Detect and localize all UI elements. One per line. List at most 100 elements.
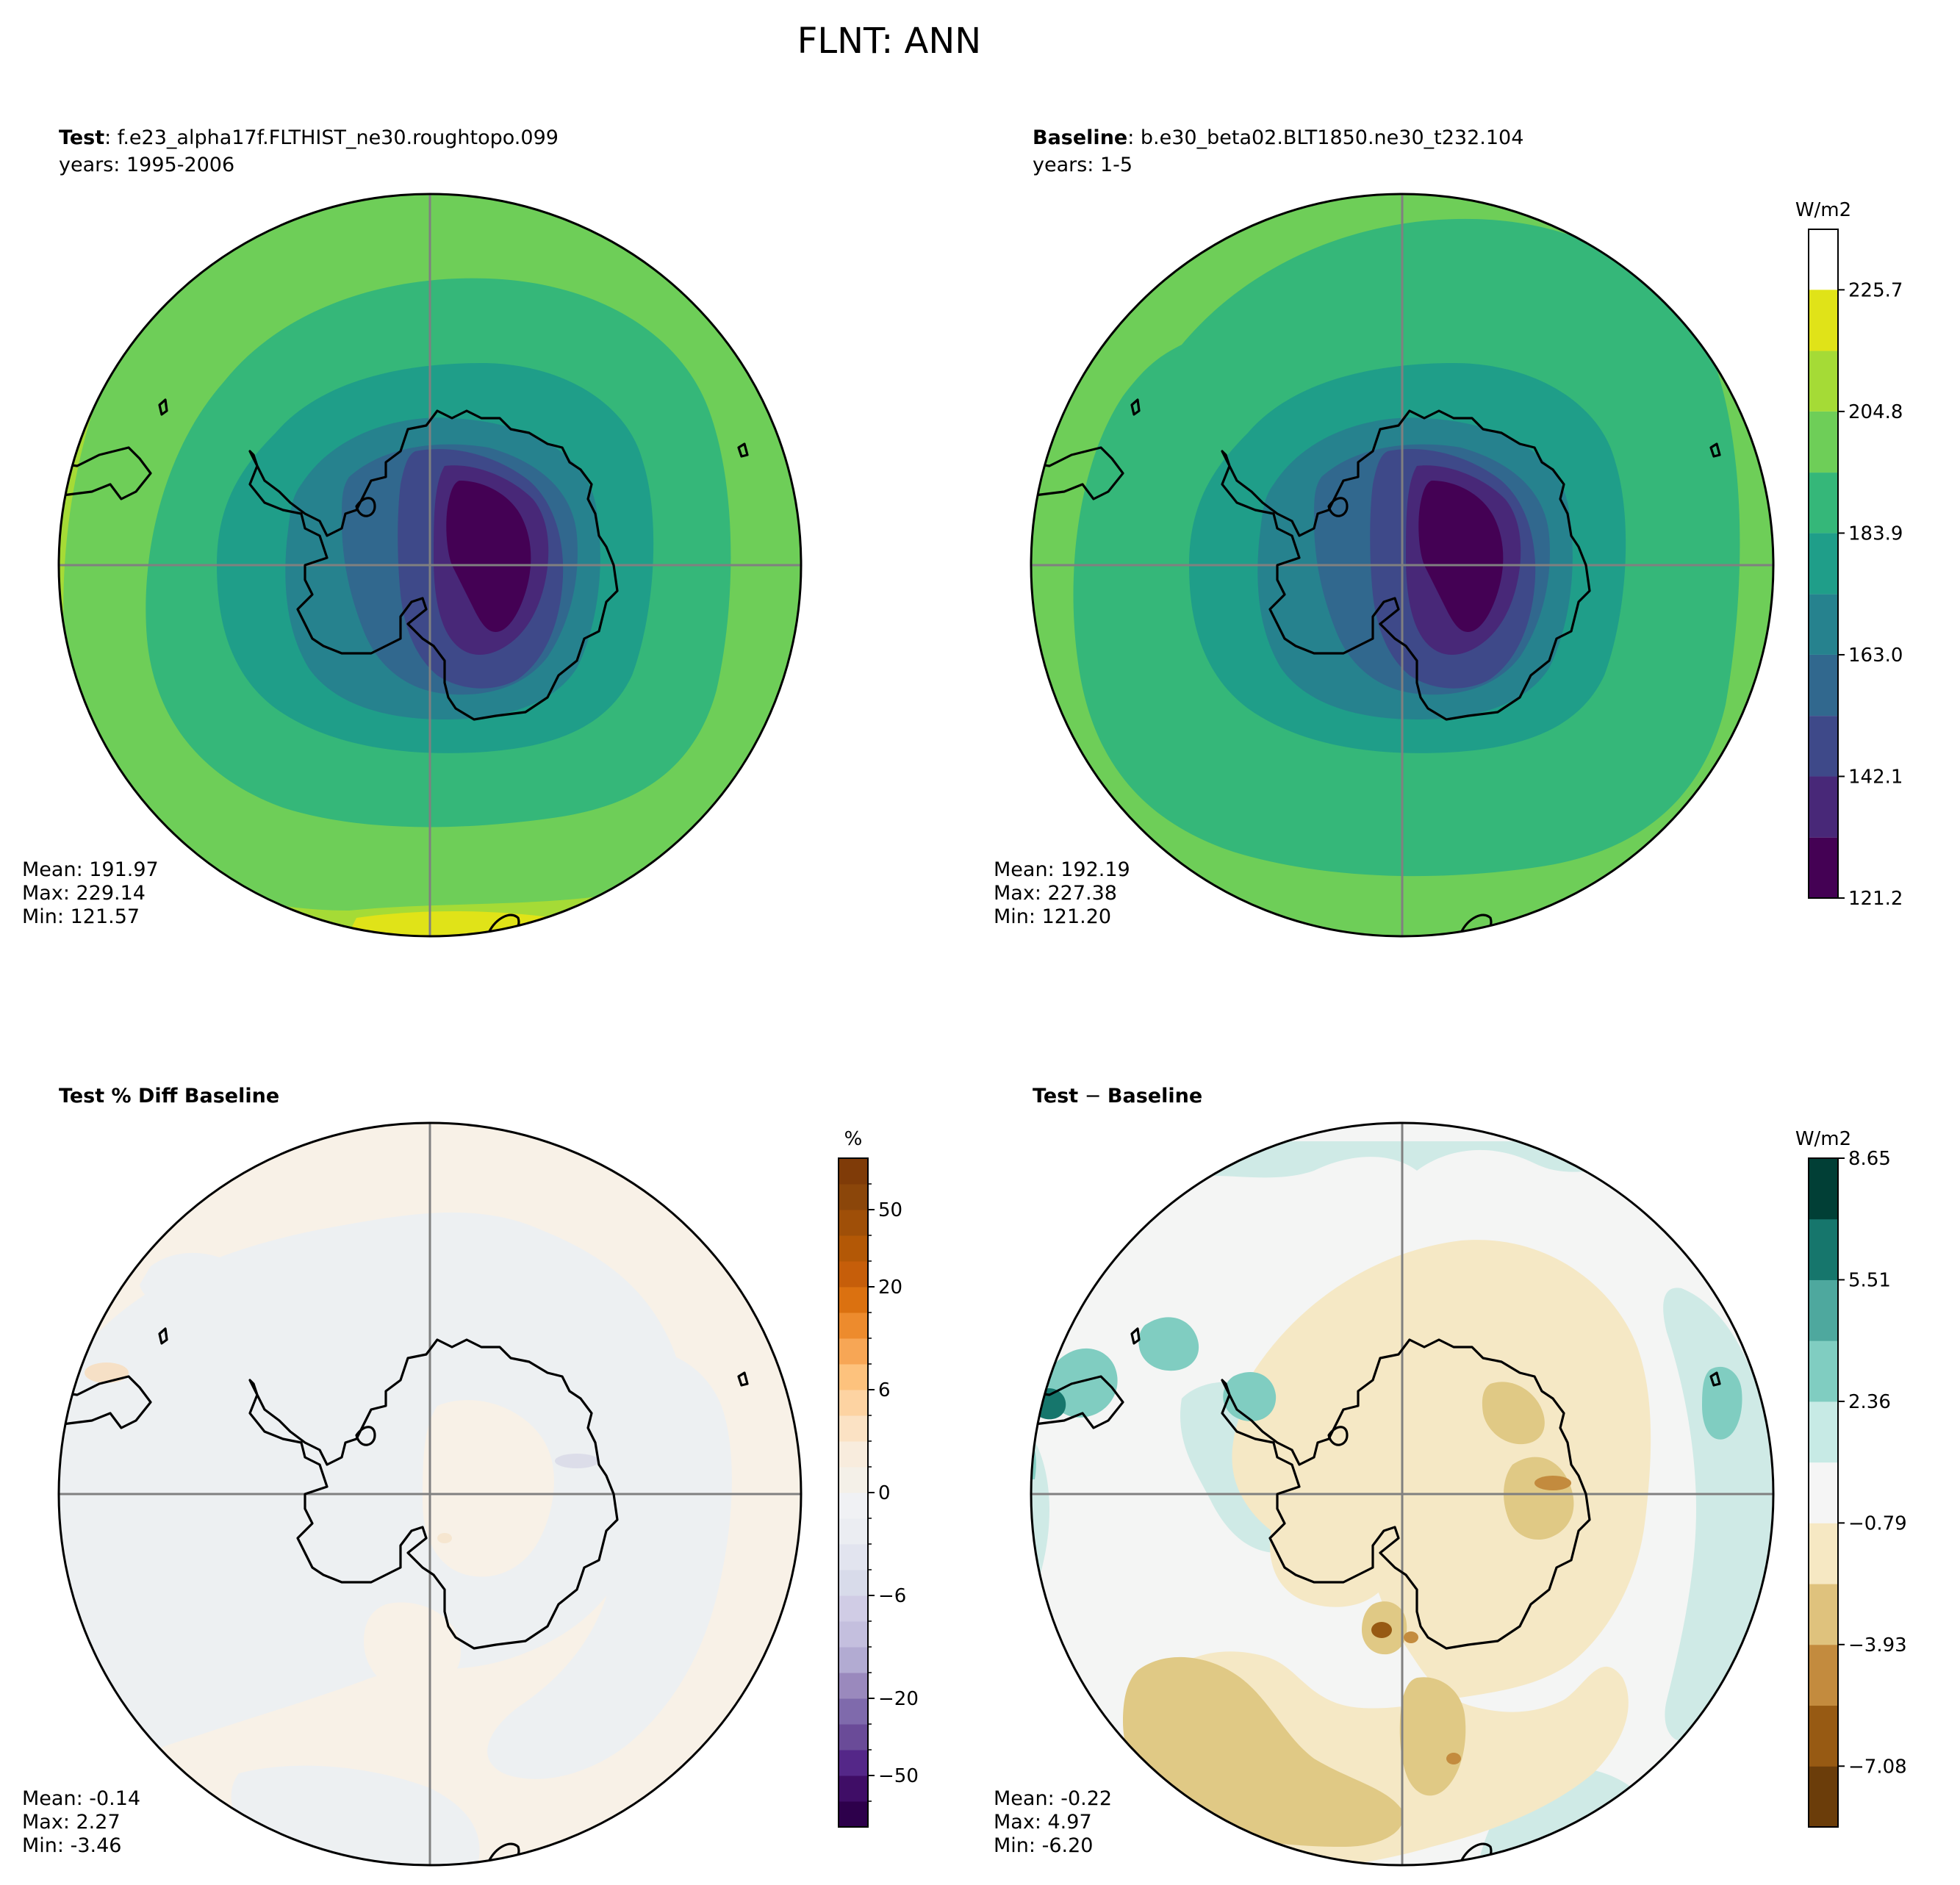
colorbar-tick-label: 2.36 — [1848, 1391, 1891, 1413]
colorbar-absolute: 121.2 142.1 163.0 183.9 204.8 225.7 W/m2 — [1795, 199, 1903, 910]
colorbar-band — [839, 1364, 868, 1390]
panel-baseline-years: years: 1-5 — [1033, 154, 1132, 176]
pdiff-region-negative — [140, 1252, 252, 1318]
panel-test-label-bold: Test — [59, 126, 104, 149]
colorbar-band — [1809, 290, 1838, 351]
stat-min: Min: -3.46 — [22, 1834, 121, 1857]
panel-test: Test: f.e23_alpha17f.FLTHIST_ne30.rought… — [22, 126, 803, 938]
map-percent-diff-boundary — [57, 1121, 803, 1867]
colorbar-band — [839, 1595, 868, 1622]
diff-region-negative — [1399, 1677, 1466, 1796]
panel-difference: Test − Baseline — [994, 1085, 1907, 1867]
colorbar-band — [839, 1415, 868, 1442]
panel-percent-diff-stats: Mean: -0.14 Max: 2.27 Min: -3.46 — [22, 1787, 147, 1857]
stat-max: Max: 227.38 — [994, 882, 1117, 905]
colorbar-tick-label: 8.65 — [1848, 1148, 1891, 1170]
colorbar-tick-label: 183.9 — [1848, 523, 1903, 545]
stat-max: Max: 4.97 — [994, 1811, 1092, 1834]
stat-mean: Mean: -0.14 — [22, 1787, 140, 1810]
colorbar-tick-label: 6 — [878, 1379, 891, 1401]
diff-spot — [1446, 1753, 1461, 1764]
panel-test-stats: Mean: 191.97 Max: 229.14 Min: 121.57 — [22, 858, 165, 928]
map-percent-diff-graticule — [59, 1123, 801, 1865]
map-baseline — [1031, 194, 1773, 936]
colorbar-tick-label: −3.93 — [1848, 1634, 1907, 1656]
panel-test-label-rest: : f.e23_alpha17f.FLTHIST_ne30.roughtopo.… — [104, 126, 559, 149]
colorbar-percent: −50 −20 −6 0 6 20 50% — [838, 1128, 919, 1828]
colorbar-frame — [1808, 229, 1839, 899]
figure-title: FLNT: ANN — [797, 21, 981, 62]
colorbar-band — [1809, 1705, 1838, 1767]
colorbar-tick-label: 0 — [878, 1482, 891, 1504]
stat-min: Min: 121.57 — [22, 905, 140, 928]
colorbar-band — [1809, 351, 1838, 412]
colorbar-band — [839, 1544, 868, 1570]
colorbar-band — [839, 1647, 868, 1673]
colorbar-band — [839, 1698, 868, 1725]
diff-region-strong-positive — [1702, 1366, 1742, 1440]
colorbar-band — [1809, 776, 1838, 838]
map-baseline-coastline — [1031, 398, 1721, 936]
contour-band-baseline — [1047, 235, 1096, 307]
colorbar-band — [1809, 1401, 1838, 1463]
colorbar-band — [839, 1184, 868, 1210]
panel-baseline-title: Baseline: b.e30_beta02.BLT1850.ne30_t232… — [1033, 126, 1523, 149]
contour-band-baseline — [1418, 481, 1504, 632]
panel-difference-label-op: − — [1078, 1085, 1108, 1107]
contour-band-test — [63, 225, 131, 319]
colorbar-band — [1809, 654, 1838, 717]
colorbar-tick-label: −7.08 — [1848, 1756, 1907, 1778]
panel-difference-stats: Mean: -0.22 Max: 4.97 Min: -6.20 — [994, 1787, 1119, 1857]
pdiff-spot — [437, 1533, 452, 1543]
colorbar-band — [1809, 473, 1838, 534]
colorbar-difference: −7.08 −3.93 −0.79 2.36 5.51 8.65W/m2 — [1795, 1128, 1907, 1828]
colorbar-tick-label: 204.8 — [1848, 401, 1903, 423]
colorbar-tick-label: 121.2 — [1848, 888, 1903, 910]
colorbar-band — [839, 1287, 868, 1313]
colorbar-band — [1809, 716, 1838, 777]
colorbar-band — [839, 1210, 868, 1236]
panel-baseline: Baseline: b.e30_beta02.BLT1850.ne30_t232… — [994, 126, 1903, 938]
map-baseline-graticule — [1031, 194, 1773, 936]
colorbar-tick-label: 163.0 — [1848, 645, 1903, 667]
colorbar-unit: W/m2 — [1795, 199, 1851, 221]
colorbar-tick-label: −0.79 — [1848, 1512, 1907, 1534]
colorbar-band — [1809, 1218, 1838, 1280]
stat-min: Min: -6.20 — [994, 1834, 1093, 1857]
stat-mean: Mean: 191.97 — [22, 858, 159, 881]
diff-spot — [1371, 1622, 1392, 1638]
panel-baseline-stats: Mean: 192.19 Max: 227.38 Min: 121.20 — [994, 858, 1136, 928]
colorbar-band — [839, 1570, 868, 1596]
pdiff-region-positive — [364, 1602, 461, 1692]
colorbar-band — [839, 1673, 868, 1699]
colorbar-band — [1809, 1340, 1838, 1402]
pdiff-region-negative — [487, 1350, 732, 1779]
colorbar-frame — [1808, 1157, 1839, 1828]
panel-difference-title: Test − Baseline — [1033, 1085, 1202, 1107]
colorbar-band — [1809, 1158, 1838, 1220]
colorbar-band — [1809, 1644, 1838, 1706]
diff-region-positive — [1031, 1421, 1057, 1744]
map-baseline-boundary — [1030, 193, 1775, 938]
stat-mean: Mean: 192.19 — [994, 858, 1130, 881]
map-difference — [1031, 1123, 1773, 1865]
diff-region-strong-positive — [1138, 1317, 1199, 1371]
colorbar-band — [1809, 594, 1838, 655]
stat-max: Max: 229.14 — [22, 882, 146, 905]
diff-region-positive — [1663, 1288, 1773, 1742]
colorbar-band — [1809, 837, 1838, 898]
map-percent-diff-coastline — [59, 1327, 749, 1865]
colorbar-tick-label: 225.7 — [1848, 279, 1903, 301]
colorbar-band — [839, 1776, 868, 1802]
stat-max: Max: 2.27 — [22, 1811, 121, 1834]
map-percent-diff — [59, 1123, 801, 1865]
stat-mean: Mean: -0.22 — [994, 1787, 1112, 1810]
colorbar-tick-label: 50 — [878, 1199, 902, 1221]
panel-percent-diff-title: Test % Diff Baseline — [59, 1085, 279, 1107]
colorbar-tick-label: 142.1 — [1848, 766, 1903, 788]
colorbar-band — [1809, 533, 1838, 595]
colorbar-unit: W/m2 — [1795, 1128, 1851, 1150]
diff-region-negative — [1482, 1382, 1545, 1445]
panel-test-years: years: 1995-2006 — [59, 154, 234, 176]
